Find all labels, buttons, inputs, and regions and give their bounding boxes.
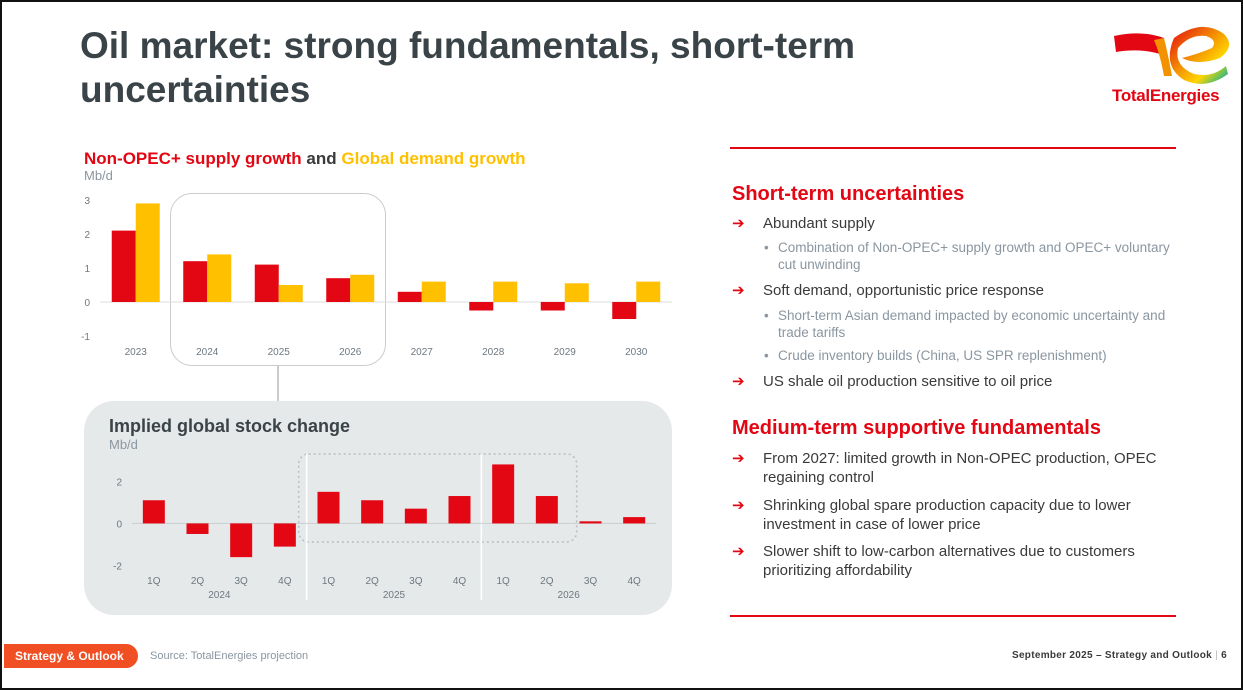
- chart2-bar: [579, 521, 602, 524]
- chart1-bar-supply: [183, 261, 208, 302]
- chart2-bar: [186, 523, 209, 534]
- chart1-ytick-label: 2: [84, 230, 90, 241]
- chart2-year-label: 2025: [383, 590, 406, 601]
- chart1-bar-demand: [636, 281, 661, 302]
- chart-connector-line: [277, 366, 279, 404]
- chart1-xtick-label: 2027: [411, 347, 434, 358]
- chart1-bar-supply: [254, 264, 279, 302]
- arrow-icon: ➔: [732, 450, 745, 467]
- chart1-bar-demand: [493, 281, 518, 302]
- page-title: Oil market: strong fundamentals, short-t…: [80, 25, 856, 110]
- source-note: Source: TotalEnergies projection: [150, 650, 309, 662]
- chart1-bar-demand: [350, 274, 375, 302]
- chart1-ytick-label: 3: [84, 196, 90, 207]
- chart1-xtick-label: 2024: [196, 347, 219, 358]
- chart2-xtick-label: 1Q: [496, 576, 510, 587]
- chart2-highlight-box: [297, 453, 578, 543]
- bottom-divider: [730, 615, 1176, 617]
- chart1-xtick-label: 2025: [268, 347, 291, 358]
- chart1-title-part1: Non-OPEC+ supply growth: [84, 149, 302, 168]
- chart1-xtick-label: 2028: [482, 347, 505, 358]
- chart1-bar-demand: [278, 285, 303, 302]
- chart2-ytick-label: -2: [113, 562, 122, 573]
- chart1-bar-supply: [111, 230, 136, 302]
- bullet-dot-icon: •: [764, 348, 769, 363]
- chart2-xtick-label: 2Q: [191, 576, 205, 587]
- chart1-xtick-label: 2023: [125, 347, 148, 358]
- chart2-xtick-label: 3Q: [584, 576, 598, 587]
- chart2-bar: [623, 517, 646, 524]
- chart2-xtick-label: 1Q: [322, 576, 336, 587]
- footer-date: September 2025 – Strategy and Outlook: [1011, 650, 1213, 661]
- stock-change-bar-chart: -2 0 2 1Q 2Q 3Q 4Q 1Q 2Q 3Q 4Q 1Q 2Q 3Q 4Q 2024 2025 2026: [113, 453, 656, 601]
- bullet-dot-icon: •: [764, 240, 769, 255]
- chart1-bar-demand: [135, 203, 160, 302]
- chart2-unit: Mb/d: [109, 437, 138, 452]
- arrow-icon: ➔: [732, 282, 745, 299]
- totalenergies-logo-icon: [1114, 26, 1230, 84]
- top-divider: [730, 147, 1176, 149]
- footer-separator: |: [1215, 650, 1219, 661]
- chart2-title: Implied global stock change: [109, 416, 351, 436]
- chart1-highlight-box: [170, 193, 386, 366]
- chart1-xtick-label: 2030: [625, 347, 648, 358]
- chart2-xtick-label: 4Q: [278, 576, 292, 587]
- chart2-bar: [492, 464, 515, 524]
- footer-info: September 2025 – Strategy and Outlook | …: [1012, 650, 1227, 661]
- chart1-title: Non-OPEC+ supply growth and Global deman…: [84, 149, 526, 169]
- short-term-heading: Short-term uncertainties: [732, 183, 965, 205]
- chart2-bar: [448, 496, 471, 524]
- chart1-bar-supply: [469, 302, 494, 311]
- chart1-unit: Mb/d: [84, 168, 113, 183]
- logo-wordmark: TotalEnergies: [1112, 86, 1220, 105]
- chart1-ytick-label: -1: [81, 332, 90, 343]
- chart1-bar-supply: [326, 278, 351, 302]
- chart2-ytick-label: 0: [116, 519, 122, 530]
- arrow-icon: ➔: [732, 215, 745, 232]
- bullet-dot-icon: •: [764, 308, 769, 323]
- chart1-title-part2: and: [301, 149, 342, 168]
- chart1-bar-demand: [421, 281, 446, 302]
- chart2-xtick-label: 2Q: [540, 576, 554, 587]
- chart2-bar: [230, 523, 253, 558]
- chart2-bar: [142, 500, 165, 524]
- arrow-icon: ➔: [732, 543, 745, 560]
- chart1-ytick-label: 0: [84, 298, 90, 309]
- chart1-xtick-label: 2029: [554, 347, 577, 358]
- chart2-xtick-label: 2Q: [365, 576, 379, 587]
- chart1-xtick-label: 2026: [339, 347, 362, 358]
- chart2-bar: [361, 500, 384, 524]
- chart2-bar: [535, 496, 558, 524]
- chart2-bar: [273, 523, 296, 547]
- chart1-title-part3: Global demand growth: [341, 149, 526, 168]
- chart1-bar-demand: [564, 283, 589, 302]
- chart1-bar-supply: [612, 302, 637, 319]
- medium-term-heading: Medium-term supportive fundamentals: [732, 417, 1101, 439]
- chart2-xtick-label: 1Q: [147, 576, 161, 587]
- chart1-bar-supply: [540, 302, 565, 311]
- chart1-ytick-label: 1: [84, 264, 90, 275]
- arrow-icon: ➔: [732, 373, 745, 390]
- section-tag: Strategy & Outlook: [4, 644, 138, 668]
- chart2-xtick-label: 4Q: [453, 576, 467, 587]
- chart1-bar-demand: [207, 254, 232, 302]
- chart1-bar-supply: [397, 291, 422, 302]
- supply-demand-bar-chart: -1 0 1 2 3 2023 2024 2025 2026 2027 2028 2029 2030: [81, 196, 672, 358]
- page-number: 6: [1221, 650, 1227, 661]
- chart2-bar: [317, 491, 340, 524]
- chart2-xtick-label: 3Q: [409, 576, 423, 587]
- chart2-year-label: 2026: [558, 590, 581, 601]
- chart2-xtick-label: 3Q: [234, 576, 248, 587]
- chart2-ytick-label: 2: [116, 477, 122, 488]
- chart2-xtick-label: 4Q: [627, 576, 641, 587]
- arrow-icon: ➔: [732, 497, 745, 514]
- chart2-bar: [404, 508, 427, 524]
- chart2-year-label: 2024: [208, 590, 231, 601]
